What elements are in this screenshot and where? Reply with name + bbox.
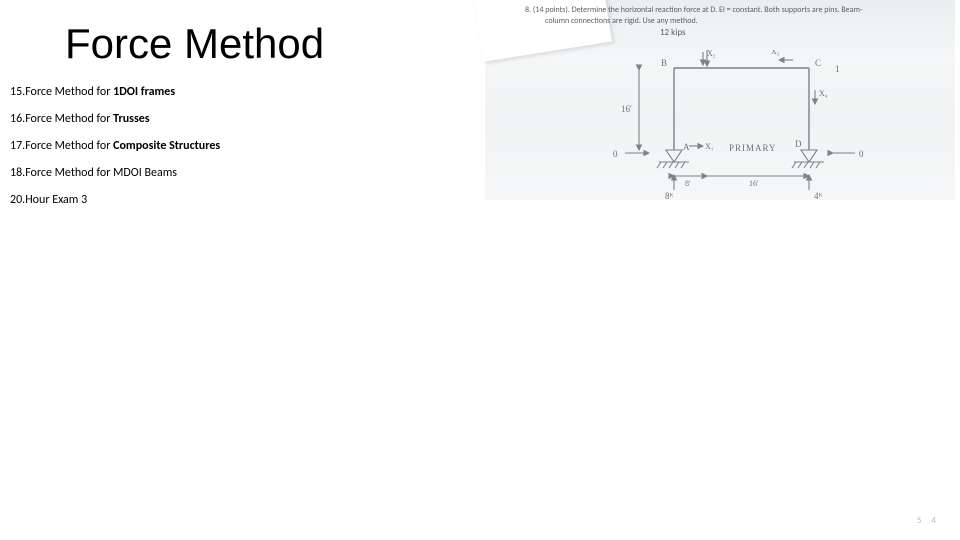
list-item: 15.Force Method for 1DOI frames xyxy=(10,85,220,99)
x2-label: X₂ xyxy=(707,50,716,58)
dim-w1: 8' xyxy=(685,179,691,188)
rd-label: 4ᴷ xyxy=(814,191,823,200)
ra-label: 8ᴷ xyxy=(665,191,674,200)
prob-points: (14 points). xyxy=(533,5,570,15)
list-item: 20.Hour Exam 3 xyxy=(10,193,220,207)
node-B-label: B xyxy=(661,58,667,68)
node-A-label: A xyxy=(683,142,690,152)
node-C-label: C xyxy=(815,58,821,68)
list-item: 18.Force Method for MDOI Beams xyxy=(10,166,220,180)
problem-figure: 8. (14 points). Determine the horizontal… xyxy=(485,0,955,210)
load-label: 12 kips xyxy=(660,28,686,39)
item-text: Hour Exam 3 xyxy=(25,193,87,207)
list-item: 17.Force Method for Composite Structures xyxy=(10,139,220,153)
frame-sketch: B C A D X₁ X₂ X₃ X₄ 16' 8' 16' 8ᴷ xyxy=(539,50,939,200)
item-bold: 1DOI frames xyxy=(113,85,175,99)
item-text: Force Method for MDOI Beams xyxy=(25,166,177,180)
item-num: 20. xyxy=(10,193,25,207)
item-num: 17. xyxy=(10,139,25,153)
item-text: Force Method for xyxy=(25,139,113,153)
prob-num: 8. xyxy=(525,5,531,15)
x1-label: X₁ xyxy=(705,142,714,151)
zero-right: 0 xyxy=(859,149,864,159)
slide: Force Method 15.Force Method for 1DOI fr… xyxy=(0,0,960,540)
one-right: 1 xyxy=(835,64,840,74)
item-bold: Composite Structures xyxy=(113,139,220,153)
item-num: 15. xyxy=(10,85,25,99)
prob-line1: Determine the horizontal reaction force … xyxy=(572,5,863,15)
x3-label: X₃ xyxy=(771,50,780,56)
slide-title: Force Method xyxy=(65,20,324,68)
item-text: Force Method for xyxy=(25,112,113,126)
zero-left: 0 xyxy=(613,149,618,159)
outline-list: 15.Force Method for 1DOI frames 16.Force… xyxy=(10,85,220,220)
prob-line2: column connections are rigid. Use any me… xyxy=(545,17,698,27)
item-num: 18. xyxy=(10,166,25,180)
dim-h: 16' xyxy=(621,104,632,114)
node-D-label: D xyxy=(795,139,802,149)
primary-label: PRIMARY xyxy=(729,143,777,153)
problem-header: 8. (14 points). Determine the horizontal… xyxy=(525,6,862,16)
item-text: Force Method for xyxy=(25,85,113,99)
dim-w2: 16' xyxy=(749,179,759,188)
page-number: 5 4 xyxy=(917,515,940,526)
x4-label: X₄ xyxy=(819,89,828,98)
item-bold: Trusses xyxy=(113,112,149,126)
item-num: 16. xyxy=(10,112,25,126)
list-item: 16.Force Method for Trusses xyxy=(10,112,220,126)
